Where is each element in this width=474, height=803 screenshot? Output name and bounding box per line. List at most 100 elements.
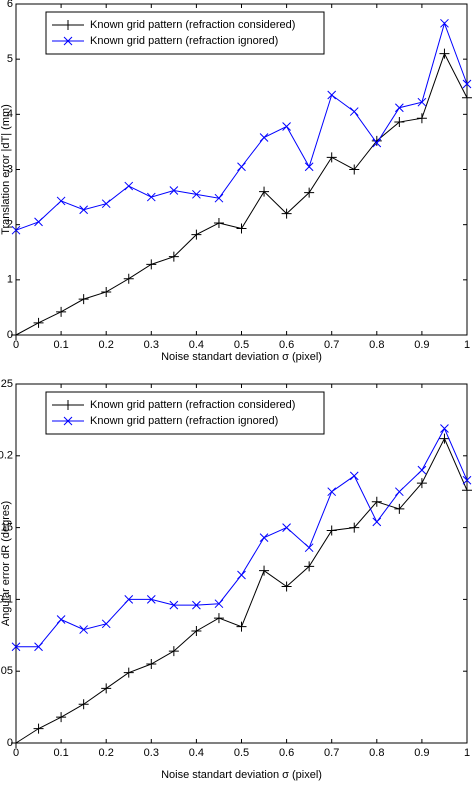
- marker: [326, 525, 337, 536]
- legend-box: [45, 391, 325, 435]
- marker: [417, 465, 427, 475]
- marker: [78, 294, 89, 305]
- marker: [349, 522, 360, 533]
- marker: [192, 600, 201, 610]
- legend-label: Known grid pattern (refraction considere…: [90, 19, 295, 31]
- marker: [123, 667, 134, 678]
- y-tick-label: 0.15: [0, 522, 13, 534]
- y-tick-label: 4: [7, 108, 13, 120]
- marker: [462, 79, 472, 89]
- marker: [11, 642, 21, 652]
- marker: [282, 523, 291, 532]
- x-tick-label: 0.6: [279, 339, 294, 351]
- x-tick-label: 0.5: [234, 747, 249, 759]
- marker: [34, 642, 43, 652]
- marker: [33, 723, 44, 734]
- y-tick-label: 2: [7, 219, 13, 231]
- x-tick-label: 0.9: [414, 747, 429, 759]
- marker: [146, 259, 157, 270]
- y-tick-label: 0.1: [0, 593, 13, 605]
- marker: [462, 475, 472, 485]
- x-tick-label: 0: [13, 747, 19, 759]
- marker: [462, 92, 472, 103]
- marker: [169, 186, 179, 195]
- legend-marker: [63, 36, 73, 46]
- marker: [236, 621, 247, 632]
- marker: [11, 330, 21, 340]
- marker: [394, 117, 405, 128]
- marker: [101, 199, 111, 209]
- marker: [169, 600, 179, 610]
- marker: [440, 18, 449, 28]
- x-tick-label: 0.3: [144, 747, 159, 759]
- y-tick-label: 5: [7, 53, 13, 65]
- marker: [259, 565, 270, 576]
- marker: [214, 193, 224, 203]
- marker: [304, 162, 314, 172]
- marker: [439, 433, 450, 444]
- x-tick-label: 0.7: [324, 339, 339, 351]
- marker: [236, 223, 247, 234]
- marker: [371, 135, 382, 146]
- marker: [349, 471, 359, 481]
- x-tick-label: 0.1: [53, 339, 68, 351]
- marker: [101, 683, 112, 694]
- marker: [78, 699, 89, 710]
- marker: [326, 152, 337, 163]
- x-tick-label: 0.8: [369, 747, 384, 759]
- x-tick-label: 0.7: [324, 747, 339, 759]
- legend-box: [45, 11, 325, 55]
- marker: [101, 286, 112, 297]
- y-axis-label: Translation error |dT| (mm): [0, 104, 12, 235]
- x-tick-label: 0.8: [369, 339, 384, 351]
- marker: [281, 581, 292, 592]
- series-line: [15, 52, 468, 336]
- marker: [439, 48, 450, 59]
- marker: [349, 107, 359, 116]
- legend-label: Known grid pattern (refraction considere…: [90, 399, 295, 411]
- x-tick-label: 0.4: [189, 339, 204, 351]
- marker: [259, 133, 269, 142]
- marker: [11, 225, 21, 235]
- marker: [440, 424, 449, 433]
- marker: [281, 208, 292, 219]
- marker: [282, 122, 291, 131]
- legend-label: Known grid pattern (refraction ignored): [90, 415, 278, 427]
- x-tick-label: 0.5: [234, 339, 249, 351]
- marker: [33, 317, 44, 328]
- marker: [259, 533, 269, 543]
- y-tick-label: 0: [7, 329, 13, 341]
- series-line: [16, 427, 468, 648]
- marker: [56, 615, 66, 624]
- marker: [168, 251, 179, 262]
- marker: [56, 196, 66, 206]
- marker: [394, 503, 405, 514]
- marker: [394, 487, 404, 497]
- legend-marker: [63, 416, 73, 426]
- marker: [372, 138, 382, 148]
- marker: [146, 192, 156, 202]
- y-tick-label: 0: [7, 737, 13, 749]
- x-tick-label: 0.1: [53, 747, 68, 759]
- marker: [416, 113, 427, 124]
- x-tick-label: 0.2: [99, 747, 114, 759]
- y-tick-label: 0.25: [0, 378, 13, 390]
- marker: [79, 205, 89, 215]
- marker: [304, 187, 315, 198]
- y-tick-label: 6: [7, 0, 13, 10]
- marker: [417, 97, 427, 107]
- x-axis-label: Noise standart deviation σ (pixel): [161, 769, 322, 781]
- y-tick-label: 0.05: [0, 665, 13, 677]
- marker: [192, 189, 201, 199]
- marker: [304, 543, 314, 553]
- y-tick-label: 0.2: [0, 450, 13, 462]
- plot: 0 0.1 0.2 0.3 0.4 0.5 0.6 0.7 0.8 0.9 1 0 0.05 0.1 0.1…: [0, 378, 472, 781]
- marker: [237, 570, 246, 580]
- y-tick-label: 1: [7, 274, 13, 286]
- y-axis-label: Angular error dR (degres): [0, 501, 12, 626]
- legend-label: Known grid pattern (refraction ignored): [90, 35, 278, 47]
- x-tick-label: 0.4: [189, 747, 204, 759]
- x-tick-label: 1: [464, 339, 470, 351]
